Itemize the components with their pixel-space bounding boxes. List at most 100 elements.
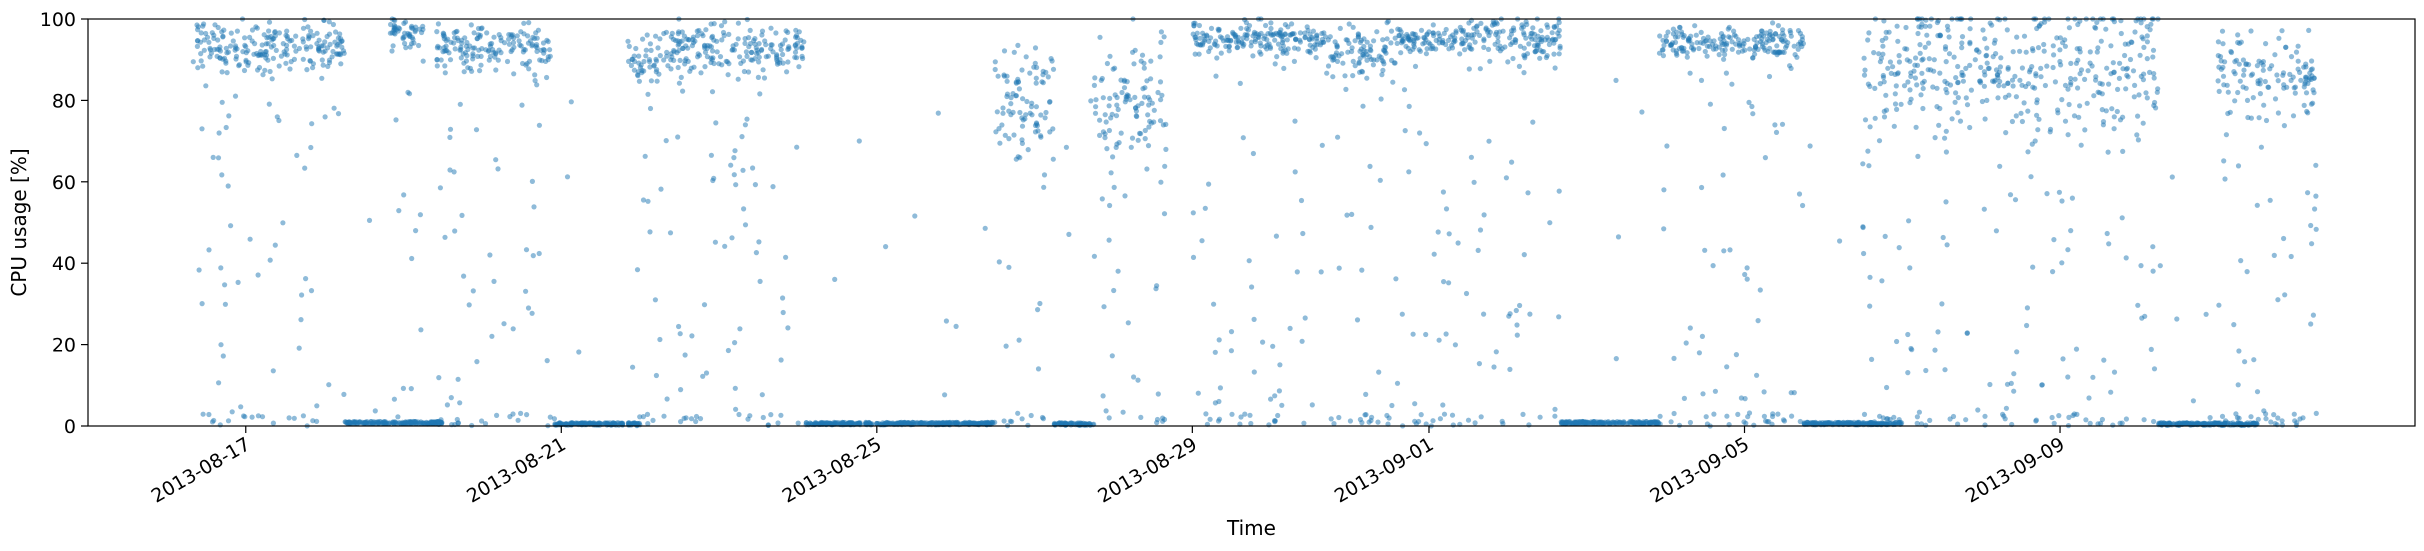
data-point	[1368, 48, 1374, 54]
data-point	[276, 117, 282, 124]
data-point	[2044, 63, 2050, 69]
data-point	[2068, 75, 2074, 82]
data-point	[2041, 48, 2047, 54]
data-point	[1907, 87, 1913, 93]
data-point	[1437, 33, 1443, 39]
data-point	[1446, 46, 1452, 52]
data-point	[1343, 37, 1349, 43]
data-point	[1926, 56, 1932, 62]
data-point	[1339, 51, 1345, 57]
data-point	[1048, 56, 1054, 62]
data-point	[2223, 418, 2229, 424]
data-point	[1481, 311, 1487, 317]
data-point	[1849, 420, 1855, 426]
data-point	[1939, 301, 1945, 307]
data-point	[1751, 422, 1757, 428]
data-point	[545, 39, 551, 45]
data-point	[1665, 29, 1671, 35]
data-point	[636, 78, 643, 84]
data-point	[793, 32, 800, 39]
data-point	[650, 417, 656, 423]
data-point	[2256, 115, 2262, 121]
data-point	[434, 63, 440, 69]
data-point	[1274, 54, 1280, 60]
data-point	[2135, 113, 2141, 119]
data-point	[2282, 292, 2288, 298]
data-point	[2106, 81, 2112, 87]
data-point	[1310, 44, 1316, 50]
data-point	[1476, 361, 1482, 367]
data-point	[582, 420, 589, 426]
data-point	[661, 57, 667, 63]
data-point	[395, 414, 401, 420]
data-point	[2124, 72, 2130, 78]
data-point	[1019, 67, 1025, 73]
data-point	[526, 20, 532, 26]
data-point	[390, 43, 396, 49]
data-point	[409, 255, 415, 262]
data-point	[1639, 109, 1645, 115]
data-point	[2272, 52, 2278, 58]
data-point	[735, 76, 741, 82]
data-point	[400, 385, 406, 391]
data-point	[2004, 27, 2010, 33]
data-point	[1158, 29, 1164, 35]
data-point	[1860, 161, 1866, 167]
data-point	[1537, 414, 1543, 420]
data-point	[2009, 77, 2016, 83]
data-point	[2169, 174, 2175, 180]
data-point	[1901, 83, 1908, 89]
data-point	[366, 217, 373, 223]
y-tick-label: 0	[64, 416, 76, 438]
data-point	[302, 165, 308, 171]
data-point	[1987, 20, 1993, 26]
data-point	[801, 39, 807, 45]
data-point	[1132, 47, 1138, 53]
data-point	[216, 380, 222, 386]
data-point	[1162, 163, 1168, 169]
data-point	[1895, 38, 1901, 44]
data-point	[729, 235, 735, 241]
data-point	[1276, 388, 1282, 394]
data-point	[1460, 27, 1466, 34]
data-point	[997, 140, 1003, 146]
data-point	[2263, 117, 2270, 124]
data-point	[1226, 43, 1232, 49]
data-point	[2302, 74, 2309, 80]
data-point	[2123, 86, 2129, 92]
data-point	[370, 420, 376, 426]
data-point	[1943, 86, 1949, 92]
data-point	[1019, 416, 1025, 422]
data-point	[391, 30, 397, 36]
data-point	[1228, 329, 1235, 335]
data-point	[2144, 33, 2150, 39]
data-point	[2106, 241, 2112, 247]
data-point	[1284, 37, 1290, 43]
data-point	[1302, 315, 1308, 321]
data-point	[1114, 94, 1120, 101]
data-point	[1423, 37, 1429, 43]
data-point	[261, 32, 267, 38]
data-point	[676, 323, 682, 330]
data-point	[291, 415, 297, 421]
data-point	[1033, 80, 1039, 86]
data-point	[1696, 350, 1702, 356]
data-point	[1731, 28, 1737, 34]
data-point	[1920, 85, 1926, 92]
data-point	[2279, 28, 2285, 34]
data-point	[299, 292, 305, 298]
data-point	[1010, 91, 1016, 97]
data-point	[752, 182, 759, 188]
data-point	[2059, 97, 2065, 103]
data-point	[1161, 211, 1168, 217]
data-point	[1252, 39, 1258, 45]
data-point	[994, 109, 1000, 115]
data-point	[709, 89, 716, 95]
data-point	[1981, 69, 1987, 75]
x-tick-label: 2013-09-09	[1962, 433, 2069, 507]
data-point	[524, 412, 530, 418]
data-point	[699, 31, 705, 37]
data-point	[482, 421, 489, 427]
data-point	[1974, 47, 1980, 53]
data-point	[1087, 422, 1093, 428]
